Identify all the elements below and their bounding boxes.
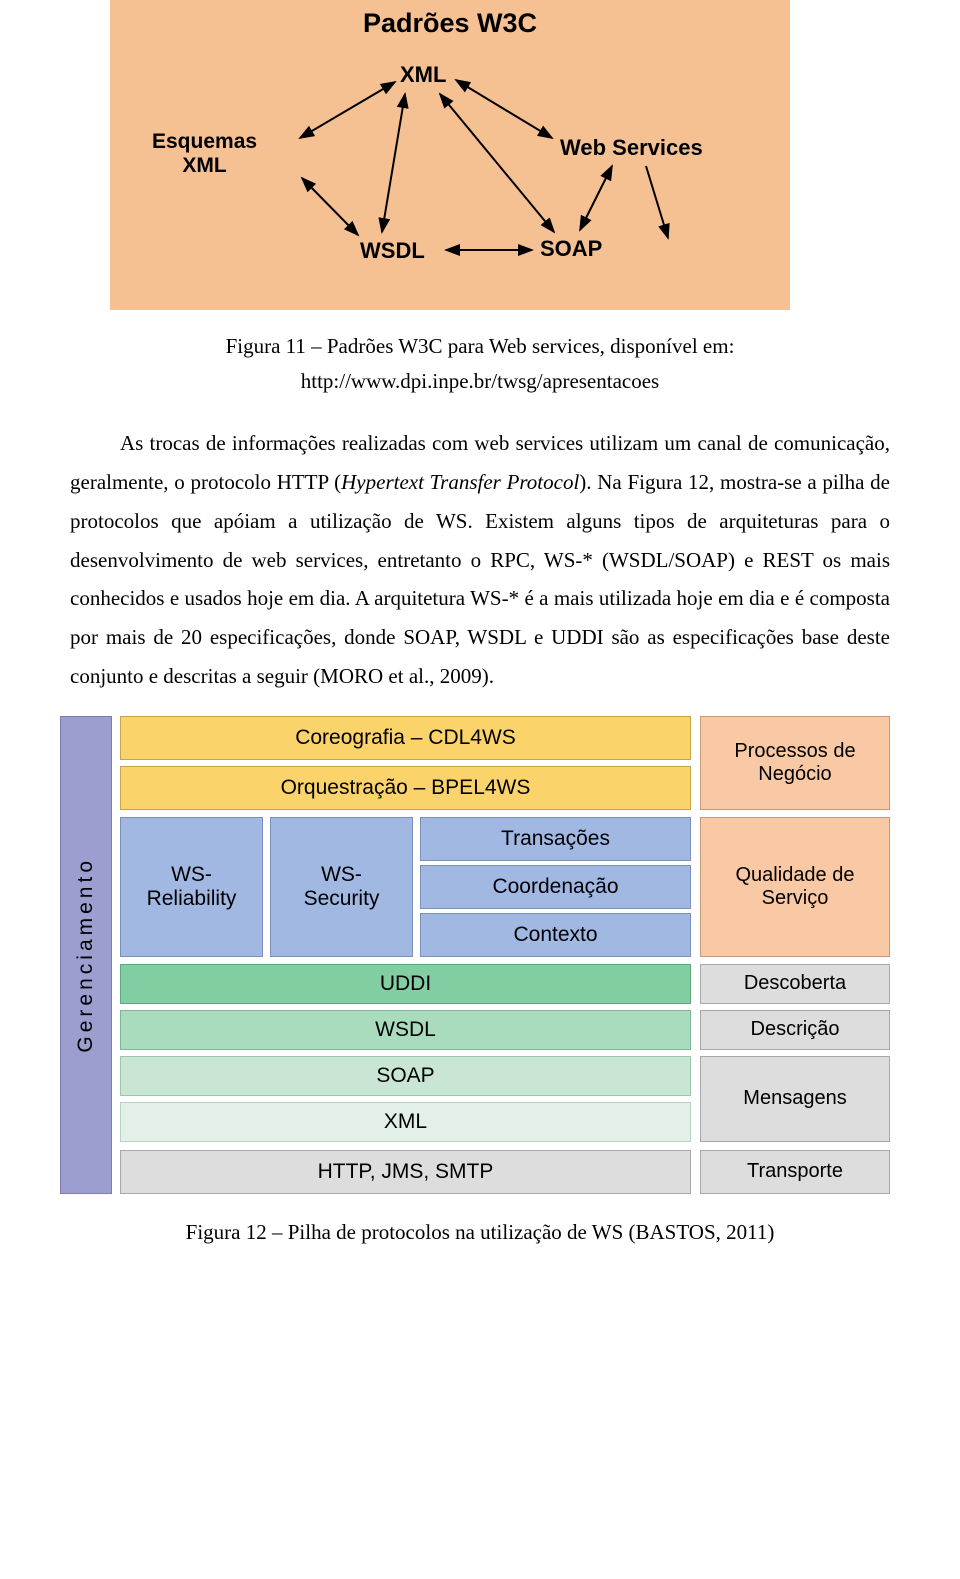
stack-box-transporte: Transporte	[700, 1150, 890, 1194]
stack-box-xml: XML	[120, 1102, 691, 1142]
stack-box-mensagens: Mensagens	[700, 1056, 890, 1142]
fig11-canvas: Padrões W3C XML EsquemasXML Web Services…	[110, 0, 790, 310]
fig11-title: Padrões W3C	[110, 8, 790, 39]
stack-box-wsdl: WSDL	[120, 1010, 691, 1050]
stack-box-descricao: Descrição	[700, 1010, 890, 1050]
stack-box-coordenacao: Coordenação	[420, 865, 691, 909]
stack-box-orquestracao: Orquestração – BPEL4WS	[120, 766, 691, 810]
node-soap: SOAP	[540, 236, 602, 261]
stack-box-http: HTTP, JMS, SMTP	[120, 1150, 691, 1194]
stack-box-contexto: Contexto	[420, 913, 691, 957]
stack-box-security: WS-Security	[270, 817, 413, 957]
figure-11: Padrões W3C XML EsquemasXML Web Services…	[110, 0, 790, 310]
para-after: ). Na Figura 12, mostra-se a pilha de pr…	[70, 470, 890, 688]
fig12-caption: Figura 12 – Pilha de protocolos na utili…	[70, 1220, 890, 1245]
node-xml: XML	[400, 62, 446, 87]
stack-box-reliability: WS-Reliability	[120, 817, 263, 957]
stack-box-uddi: UDDI	[120, 964, 691, 1004]
node-ws: Web Services	[560, 135, 703, 160]
stack-box-descoberta: Descoberta	[700, 964, 890, 1004]
stack-box-processos: Processos deNegócio	[700, 716, 890, 810]
stack-box-coreografia: Coreografia – CDL4WS	[120, 716, 691, 760]
figure-12: GerenciamentoCoreografia – CDL4WS Orquest…	[60, 716, 890, 1194]
node-esquemas: EsquemasXML	[152, 130, 257, 178]
fig12-canvas: GerenciamentoCoreografia – CDL4WS Orquest…	[60, 716, 890, 1194]
para-protocol: Hypertext Transfer Protocol	[341, 470, 579, 494]
stack-box-transacoes: Transações	[420, 817, 691, 861]
fig11-caption: Figura 11 – Padrões W3C para Web service…	[70, 334, 890, 359]
stack-box-gerenciamento: Gerenciamento	[60, 716, 112, 1194]
stack-box-soap: SOAP	[120, 1056, 691, 1096]
node-wsdl: WSDL	[360, 238, 425, 263]
fig11-caption-url: http://www.dpi.inpe.br/twsg/apresentacoe…	[70, 369, 890, 394]
stack-box-qualidade: Qualidade deServiço	[700, 817, 890, 957]
body-paragraph: As trocas de informações realizadas com …	[70, 424, 890, 696]
